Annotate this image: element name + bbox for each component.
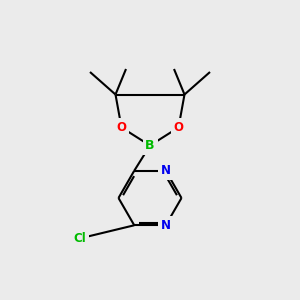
Text: O: O bbox=[116, 121, 127, 134]
Text: Cl: Cl bbox=[73, 232, 86, 245]
Text: B: B bbox=[145, 139, 155, 152]
Text: N: N bbox=[161, 164, 171, 177]
Text: N: N bbox=[161, 219, 171, 232]
Text: O: O bbox=[173, 121, 184, 134]
